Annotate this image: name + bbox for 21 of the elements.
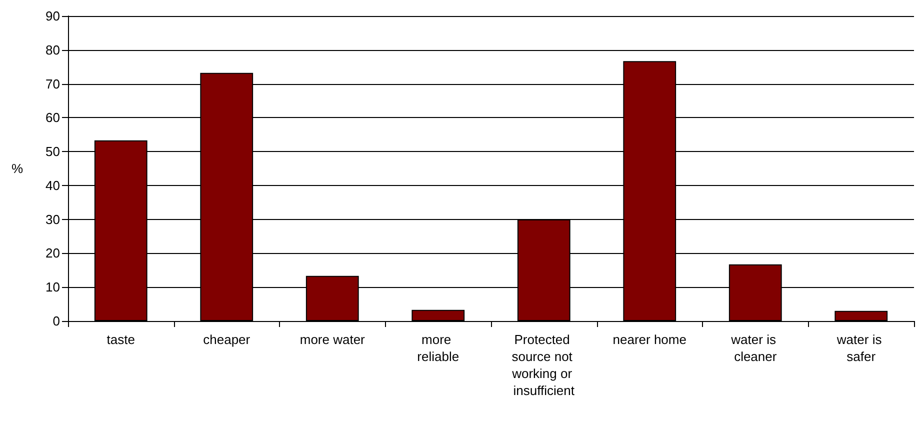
x-tick-label: cheaper xyxy=(203,332,251,347)
y-tick-label: 40 xyxy=(46,178,60,193)
y-axis-title: % xyxy=(11,161,24,176)
x-tick-label: water is cleaner xyxy=(730,332,780,364)
y-tick-label: 60 xyxy=(46,110,60,126)
x-tick-label: more reliable xyxy=(417,332,460,364)
x-tick-label: nearer home xyxy=(612,332,686,347)
y-tick-label: 0 xyxy=(52,314,60,328)
y-tick-label: 90 xyxy=(46,8,60,24)
x-tick-label: taste xyxy=(106,332,135,347)
y-tick-label: 30 xyxy=(46,212,60,227)
y-tick-label: 10 xyxy=(46,280,60,295)
y-tick-label: 20 xyxy=(46,246,60,261)
bar xyxy=(412,310,465,321)
bar xyxy=(834,310,888,321)
y-tick-label: 70 xyxy=(46,76,60,92)
y-tick-label: 50 xyxy=(46,144,60,160)
x-tick-label: more water xyxy=(300,332,366,347)
x-tick-label: water is safer xyxy=(836,332,886,364)
x-tick-label: Protected source not working or insufficient xyxy=(511,332,576,398)
y-tick-label: 80 xyxy=(46,42,60,58)
